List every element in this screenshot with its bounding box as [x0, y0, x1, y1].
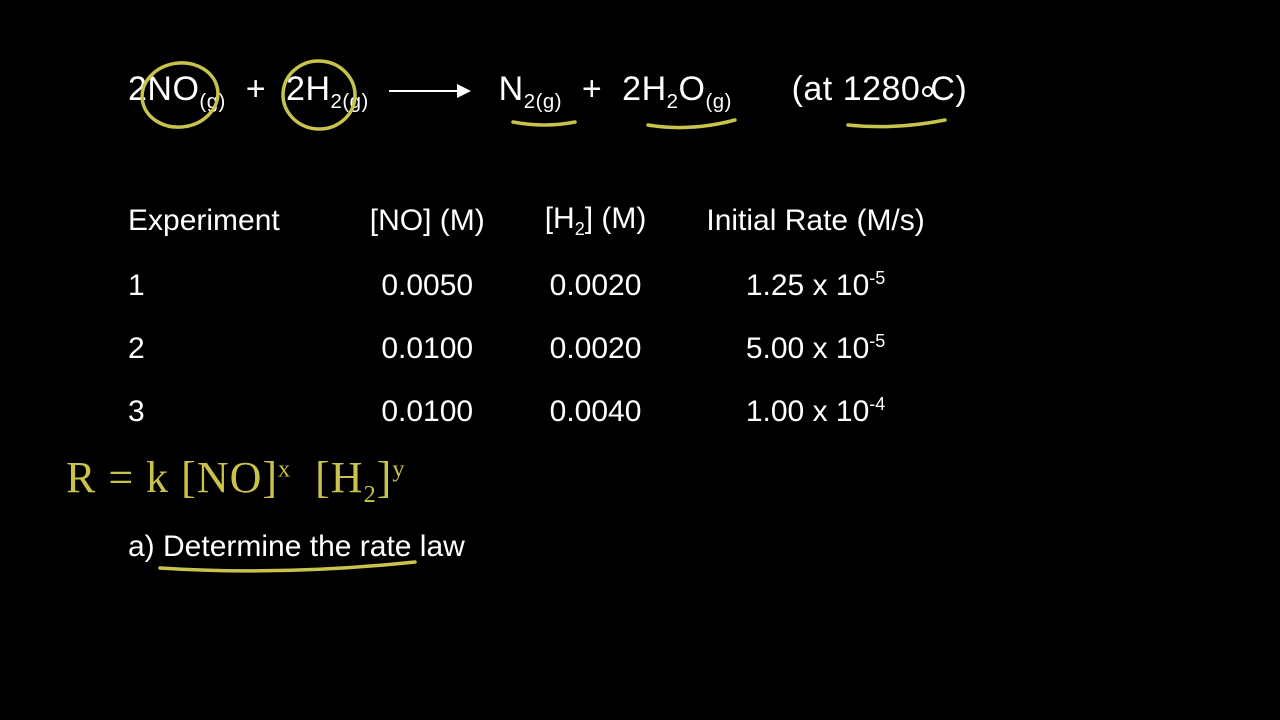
cell-exp: 3 — [128, 380, 340, 443]
annotation-underline — [513, 122, 575, 125]
condition-unit: C) — [930, 70, 967, 108]
table-row: 2 0.0100 0.0020 5.00 x 10-5 — [128, 317, 955, 380]
product-1-phase: (g) — [536, 91, 562, 113]
kinetics-data-table: Experiment [NO] (M) [H2] (M) Initial Rat… — [128, 188, 955, 443]
product-2-coef: 2 — [622, 70, 641, 108]
cell-h2: 0.0040 — [515, 380, 677, 443]
hand-h2-sub: 2 — [364, 481, 377, 508]
reactant-1-coef: 2 — [128, 70, 147, 108]
product-2-subscript: 2 — [667, 91, 679, 113]
table-header-row: Experiment [NO] (M) [H2] (M) Initial Rat… — [128, 188, 955, 254]
reactant-2-coef: 2 — [286, 70, 305, 108]
handwritten-rate-law: R = k [NO]x [H2]y — [66, 452, 405, 509]
hand-exp-y: y — [392, 455, 405, 482]
product-1-subscript: 2 — [524, 91, 536, 113]
condition-value: 1280 — [843, 70, 921, 108]
hand-text-3: ] — [377, 453, 393, 502]
product-2: 2H2O(g) — [622, 70, 732, 114]
reactant-2-subscript: 2 — [331, 91, 343, 113]
reactant-1-species: NO — [147, 70, 199, 108]
product-1-species: N — [499, 70, 524, 108]
hand-text-2: [H — [315, 453, 363, 502]
reaction-arrow-icon — [389, 81, 479, 101]
cell-no: 0.0100 — [340, 317, 515, 380]
cell-no: 0.0100 — [340, 380, 515, 443]
reactant-2: 2H2(g) — [286, 70, 369, 114]
col-experiment: Experiment — [128, 188, 340, 254]
condition-prefix: (at — [792, 70, 843, 108]
product-2-phase: (g) — [705, 91, 731, 113]
annotation-underline — [848, 120, 945, 127]
reactant-2-phase: (g) — [342, 91, 368, 113]
cell-exp: 2 — [128, 317, 340, 380]
hand-text-1: R = k [NO] — [66, 453, 278, 502]
col-no-conc: [NO] (M) — [340, 188, 515, 254]
table-row: 3 0.0100 0.0040 1.00 x 10-4 — [128, 380, 955, 443]
cell-h2: 0.0020 — [515, 317, 677, 380]
hand-exp-x: x — [278, 455, 291, 482]
reactant-1-phase: (g) — [199, 91, 225, 113]
cell-exp: 1 — [128, 254, 340, 317]
col-h2-conc: [H2] (M) — [515, 188, 677, 254]
reaction-condition: (at 1280C) — [792, 70, 968, 109]
reaction-equation: 2NO(g) + 2H2(g) N2(g) + 2H2O(g) (at 1280… — [128, 70, 967, 114]
reactant-1: 2NO(g) — [128, 70, 226, 114]
reactant-2-species: H — [305, 70, 330, 108]
plus-2: + — [582, 70, 602, 108]
cell-h2: 0.0020 — [515, 254, 677, 317]
product-1: N2(g) — [499, 70, 562, 114]
cell-rate: 1.00 x 10-4 — [676, 380, 954, 443]
col-initial-rate: Initial Rate (M/s) — [676, 188, 954, 254]
table-row: 1 0.0050 0.0020 1.25 x 10-5 — [128, 254, 955, 317]
annotation-underline — [648, 120, 735, 128]
plus-1: + — [246, 70, 266, 108]
question-a: a) Determine the rate law — [128, 530, 465, 564]
cell-rate: 5.00 x 10-5 — [676, 317, 954, 380]
cell-no: 0.0050 — [340, 254, 515, 317]
cell-rate: 1.25 x 10-5 — [676, 254, 954, 317]
product-2-species: H — [642, 70, 667, 108]
product-2-species-2: O — [679, 70, 706, 108]
